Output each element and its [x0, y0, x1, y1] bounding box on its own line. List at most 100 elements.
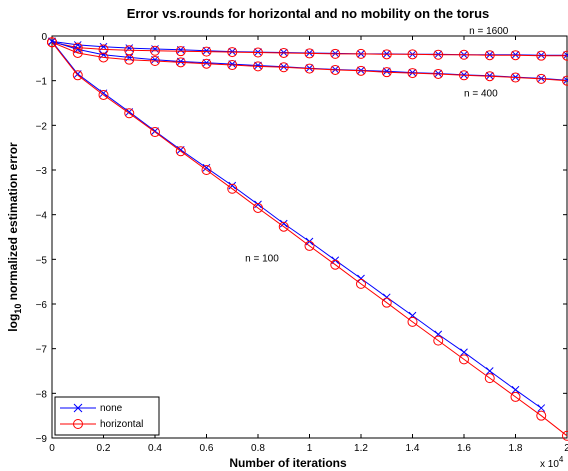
data-point — [407, 316, 418, 327]
data-point — [485, 367, 494, 375]
data-point — [381, 297, 392, 308]
data-point — [176, 57, 185, 66]
x-tick-label: 1 — [307, 443, 313, 454]
x-tick-label: 0.8 — [251, 443, 265, 454]
x-axis-exponent-base: x 10 — [540, 459, 559, 470]
data-point — [562, 430, 568, 441]
data-point — [562, 50, 568, 61]
data-point — [98, 89, 109, 100]
y-tick-label: 0 — [41, 32, 47, 43]
data-point — [48, 37, 56, 46]
y-tick-label: −8 — [36, 389, 48, 400]
legend-label-none: none — [100, 403, 123, 414]
data-point — [201, 165, 212, 175]
series-n-400-horizontal — [47, 37, 568, 86]
data-point — [227, 47, 238, 58]
x-tick-label: 0.2 — [97, 443, 111, 454]
x-tick-label: 1.4 — [406, 443, 420, 454]
data-point — [202, 46, 211, 55]
data-point — [278, 62, 289, 73]
data-point — [98, 52, 109, 63]
data-point — [175, 146, 186, 157]
series-line — [51, 41, 568, 437]
data-point — [459, 354, 469, 365]
y-tick-label: −5 — [36, 255, 48, 266]
series-n-100-horizontal — [47, 37, 568, 441]
data-point — [382, 293, 391, 302]
legend-box — [54, 396, 160, 436]
data-point — [253, 61, 263, 72]
data-point — [124, 108, 135, 119]
x-axis-exponent-power: 4 — [559, 455, 564, 464]
data-point — [150, 45, 160, 56]
data-point — [227, 183, 238, 194]
data-point — [536, 410, 547, 421]
data-point — [124, 54, 135, 65]
data-point — [459, 49, 469, 60]
legend-marker-horizontal — [73, 419, 83, 429]
y-tick-label: −7 — [36, 345, 48, 356]
data-point — [562, 75, 568, 86]
curve-annotation: n = 400 — [464, 88, 498, 99]
series-line — [51, 41, 568, 82]
series-line — [51, 41, 567, 57]
data-point — [202, 58, 211, 67]
data-point — [330, 48, 341, 59]
y-axis-label-log: log — [6, 314, 20, 332]
data-point — [330, 259, 341, 270]
chart-title: Error vs.rounds for horizontal and no mo… — [127, 6, 490, 21]
data-point — [175, 46, 186, 57]
data-point — [433, 49, 444, 60]
data-point — [536, 50, 547, 61]
x-tick-label: 0.6 — [200, 443, 214, 454]
data-point — [407, 68, 418, 79]
data-point — [304, 48, 315, 59]
data-point — [227, 60, 238, 71]
data-point — [407, 49, 418, 60]
legend-marker-none — [73, 403, 83, 413]
data-point — [511, 385, 520, 394]
data-point — [510, 50, 521, 61]
data-point — [202, 163, 211, 172]
curve-annotation: n = 1600 — [469, 26, 509, 37]
x-tick-label: 1.8 — [509, 443, 523, 454]
data-point — [484, 50, 495, 61]
data-point — [150, 127, 160, 138]
data-point — [278, 47, 289, 58]
data-point — [459, 70, 469, 81]
series-n-1600-horizontal — [47, 37, 568, 61]
y-tick-label: −6 — [36, 300, 48, 311]
data-point — [47, 37, 57, 48]
data-point — [357, 274, 365, 283]
data-point — [72, 47, 83, 58]
x-tick-label: 0 — [49, 443, 55, 454]
data-point — [201, 58, 212, 69]
data-point — [381, 67, 392, 78]
data-point — [279, 219, 288, 228]
y-tick-label: −1 — [36, 77, 48, 88]
legend-label-horizontal: horizontal — [100, 419, 143, 430]
data-point — [201, 46, 212, 57]
data-point — [304, 240, 315, 251]
x-tick-label: 1.2 — [354, 443, 368, 454]
data-point — [304, 63, 315, 74]
curve-annotation: n = 100 — [245, 254, 279, 265]
data-point — [330, 64, 341, 75]
y-axis-label-rest: normalized estimation error — [6, 142, 20, 304]
annotation-layer: n = 1600 n = 400 n = 100 — [245, 26, 509, 265]
x-tick-label: 2 — [564, 443, 568, 454]
data-point — [484, 373, 495, 384]
data-point — [382, 67, 391, 76]
y-tick-label: −3 — [36, 166, 48, 177]
data-point — [356, 65, 366, 76]
data-point — [72, 70, 83, 81]
data-point — [253, 47, 263, 58]
data-point — [536, 73, 547, 84]
data-point — [228, 181, 237, 190]
data-point — [537, 404, 546, 412]
x-axis-label: Number of iterations — [229, 456, 347, 470]
plot-area — [51, 35, 568, 439]
data-point — [150, 56, 160, 67]
data-point — [175, 57, 186, 68]
